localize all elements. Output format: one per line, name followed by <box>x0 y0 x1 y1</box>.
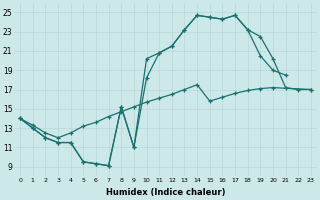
X-axis label: Humidex (Indice chaleur): Humidex (Indice chaleur) <box>106 188 225 197</box>
